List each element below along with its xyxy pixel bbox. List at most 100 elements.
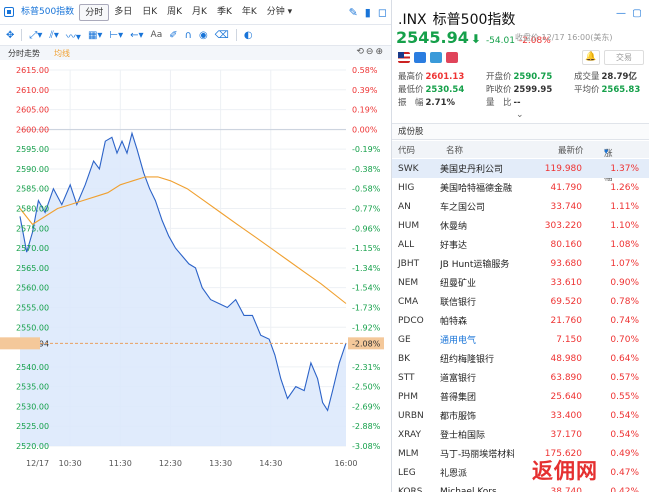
tab-index-name[interactable]: 标普500指数 bbox=[21, 6, 75, 17]
table-row[interactable]: KORS Michael Kors 38.740 0.42% bbox=[392, 482, 649, 492]
tab-multi-day[interactable]: 多日 bbox=[114, 6, 133, 17]
table-row[interactable]: JBHT JB Hunt运输服务 93.680 1.07% bbox=[392, 254, 649, 273]
stock-name: 帕特森 bbox=[440, 317, 468, 327]
trend-icon[interactable] bbox=[414, 52, 426, 63]
stock-change-pct: 1.08% bbox=[610, 239, 639, 250]
stock-code: NEM bbox=[398, 277, 419, 288]
tab-monthly-k[interactable]: 月K bbox=[192, 6, 207, 17]
col-code[interactable]: 代码 bbox=[398, 146, 416, 156]
zoom-controls[interactable]: ⟲⊖⊕ bbox=[356, 47, 385, 57]
intraday-chart[interactable]: 2615.00 2610.00 2605.00 2600.00 2595.00 2590.… bbox=[0, 60, 390, 480]
tab-quarterly-k[interactable]: 季K bbox=[216, 6, 232, 17]
wave-tool-icon[interactable]: 〰▾ bbox=[65, 31, 81, 43]
text-tool-icon[interactable]: Aa bbox=[150, 30, 163, 40]
y-tick-label: 2590.00 bbox=[16, 165, 49, 174]
stock-price: 119.980 bbox=[514, 159, 586, 178]
constituents-table: SWK 美国史丹利公司 119.980 1.37% HIG 美国哈特福德金融 41.790 1… bbox=[392, 159, 649, 492]
tab-minute[interactable]: 分钟 ▾ bbox=[266, 6, 293, 17]
divider bbox=[235, 29, 237, 41]
price-line bbox=[19, 131, 347, 412]
stock-name: 道富银行 bbox=[440, 374, 477, 384]
stock-code: HUM bbox=[398, 220, 420, 231]
window-icon[interactable]: ▢ bbox=[632, 8, 642, 19]
pct-tick-label: -0.19% bbox=[352, 145, 381, 154]
window-icon bbox=[4, 7, 14, 17]
stat-cell: 最高价 2601.13 bbox=[398, 72, 465, 82]
pct-tick-label: -3.08% bbox=[352, 442, 381, 451]
ma-label: 均线 bbox=[54, 48, 70, 58]
lock-icon[interactable]: ∩ bbox=[184, 29, 192, 41]
visibility-icon[interactable]: ◐ bbox=[243, 29, 253, 41]
stock-code: JBHT bbox=[398, 258, 420, 269]
trash-icon[interactable]: ⌫ bbox=[214, 29, 229, 41]
last-price: 2545.94 bbox=[396, 28, 469, 47]
table-row[interactable]: XRAY 登士柏国际 37.170 0.54% bbox=[392, 425, 649, 444]
table-row[interactable]: STT 道富银行 63.890 0.57% bbox=[392, 368, 649, 387]
pct-tick-label: -2.31% bbox=[352, 363, 381, 372]
chevron-down-icon[interactable]: ⌄ bbox=[516, 110, 524, 120]
table-row[interactable]: ALL 好事达 80.160 1.08% bbox=[392, 235, 649, 254]
table-row[interactable]: BK 纽约梅隆银行 48.980 0.64% bbox=[392, 349, 649, 368]
table-row[interactable]: LEG 礼恩派 0.47% bbox=[392, 463, 649, 482]
stat-cell: 昨收价 2599.95 bbox=[486, 85, 553, 95]
measure-tool-icon[interactable]: ⊢▾ bbox=[109, 29, 124, 41]
pct-tick-label: 0.58% bbox=[352, 66, 378, 75]
divider bbox=[21, 29, 23, 41]
stock-code: LEG bbox=[398, 467, 416, 478]
minimize-icon[interactable]: — bbox=[616, 8, 626, 19]
table-row[interactable]: SWK 美国史丹利公司 119.980 1.37% bbox=[392, 159, 649, 178]
stock-change-pct: 0.49% bbox=[610, 448, 639, 459]
stock-name: 马丁-玛丽埃塔材料 bbox=[440, 450, 514, 460]
grid-tool-icon[interactable]: ▦▾ bbox=[87, 29, 103, 41]
table-row[interactable]: HIG 美国哈特福德金融 41.790 1.26% bbox=[392, 178, 649, 197]
stock-price: 48.980 bbox=[550, 353, 583, 364]
col-price[interactable]: 最新价 bbox=[558, 146, 584, 156]
price-change: -54.01 bbox=[485, 36, 515, 46]
table-row[interactable]: PHM 普得集团 25.640 0.55% bbox=[392, 387, 649, 406]
table-row[interactable]: MLM 马丁-玛丽埃塔材料 175.620 0.49% bbox=[392, 444, 649, 463]
col-name[interactable]: 名称 bbox=[446, 146, 464, 156]
stock-name: 美国哈特福德金融 bbox=[440, 184, 513, 194]
table-row[interactable]: PDCO 帕特森 21.760 0.74% bbox=[392, 311, 649, 330]
table-row[interactable]: HUM 休曼纳 303.220 1.10% bbox=[392, 216, 649, 235]
stock-change-pct: 0.90% bbox=[610, 277, 639, 288]
tab-daily-k[interactable]: 日K bbox=[142, 6, 158, 17]
pct-tick-label: -2.69% bbox=[352, 402, 381, 411]
watermark: 返佣网 bbox=[532, 459, 598, 483]
stock-code: PDCO bbox=[398, 315, 424, 326]
tab-intraday[interactable]: 分时 bbox=[79, 3, 110, 21]
stock-name: 车之国公司 bbox=[440, 203, 486, 213]
arrow-tool-icon[interactable]: ←▾ bbox=[130, 29, 144, 41]
ray-tool-icon[interactable]: ⫽▾ bbox=[49, 29, 59, 41]
pct-tick-label: 0.00% bbox=[352, 125, 378, 134]
eye-icon[interactable]: ◉ bbox=[198, 29, 208, 41]
stat-cell: 成交量 28.79亿 bbox=[574, 72, 637, 82]
trade-button[interactable]: 交易 bbox=[604, 50, 644, 65]
table-row[interactable]: GE 通用电气 7.150 0.70% bbox=[392, 330, 649, 349]
pen-icon[interactable]: ✎ bbox=[348, 6, 358, 19]
note-icon[interactable] bbox=[430, 52, 442, 63]
price-display: 2545.94 ⬇ -54.01 -2.08% bbox=[396, 28, 561, 47]
table-row[interactable]: CMA 联信银行 69.520 0.78% bbox=[392, 292, 649, 311]
table-row[interactable]: AN 车之国公司 33.740 1.11% bbox=[392, 197, 649, 216]
stock-price: 25.640 bbox=[550, 391, 583, 402]
brush-icon[interactable]: ✐ bbox=[169, 29, 178, 41]
alert-bell-icon[interactable]: 🔔 bbox=[582, 50, 600, 65]
favorite-icon[interactable] bbox=[446, 52, 458, 63]
table-row[interactable]: NEM 纽曼矿业 33.610 0.90% bbox=[392, 273, 649, 292]
stat-cell: 平均价 2565.83 bbox=[574, 85, 641, 95]
symbol-name: 标普500指数 bbox=[432, 12, 516, 28]
tab-weekly-k[interactable]: 周K bbox=[167, 6, 183, 17]
pct-tick-label: -1.73% bbox=[352, 303, 381, 312]
stock-change-pct: 0.64% bbox=[610, 353, 639, 364]
table-row[interactable]: URBN 都市服饰 33.400 0.54% bbox=[392, 406, 649, 425]
layout-icon[interactable]: ▮ bbox=[364, 6, 371, 19]
us-flag-icon bbox=[398, 52, 410, 63]
crosshair-icon[interactable]: ✥ bbox=[6, 29, 15, 41]
stock-code: PHM bbox=[398, 391, 418, 402]
panel-divider bbox=[391, 0, 392, 492]
stock-change-pct: 0.70% bbox=[610, 334, 639, 345]
line-tool-icon[interactable]: ⤢▾ bbox=[29, 29, 43, 41]
fullscreen-icon[interactable]: ◻ bbox=[377, 6, 387, 19]
tab-yearly-k[interactable]: 年K bbox=[241, 6, 257, 17]
